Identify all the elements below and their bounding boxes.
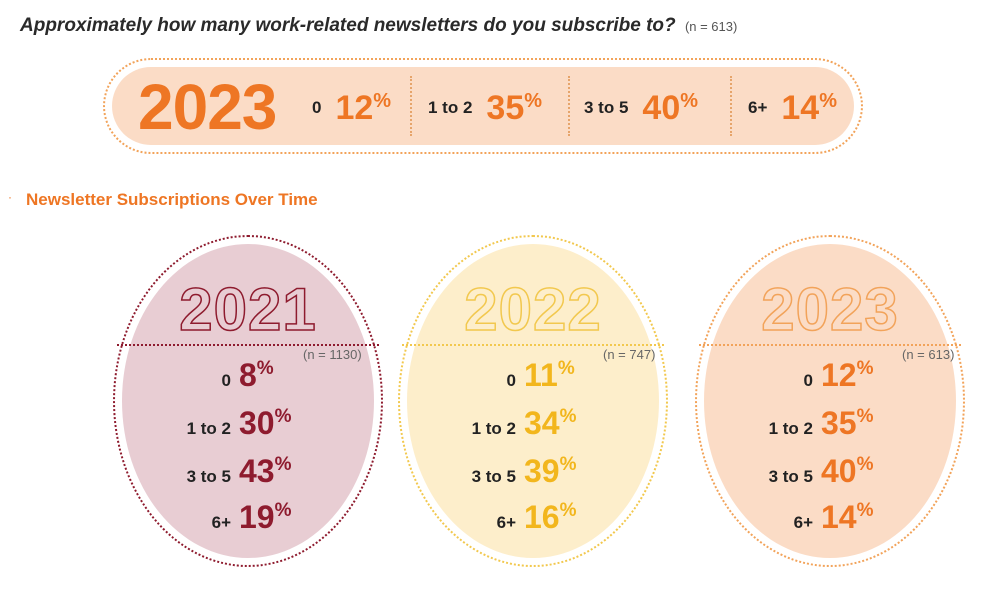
category-label: 6+ (211, 513, 231, 532)
category-label: 1 to 2 (186, 419, 231, 438)
oval-sample-size: (n = 613) (902, 347, 955, 362)
section-bullet: · (8, 190, 12, 204)
summary-divider (410, 76, 412, 136)
oval-row: 1 to 2 30% (115, 405, 381, 449)
summary-item-0: 0 12% (312, 88, 391, 128)
oval-year-label: 2022 (464, 275, 602, 344)
oval-row: 3 to 5 43% (115, 453, 381, 497)
category-label: 6+ (793, 513, 813, 532)
summary-divider (568, 76, 570, 136)
category-label: 0 (506, 371, 516, 390)
year-oval-2023: 2023 (n = 613) 0 12% 1 to 2 35% 3 to 5 40% 6+ 14% (695, 235, 965, 567)
oval-row: 0 8% (115, 357, 381, 401)
oval-row: 0 12% (697, 357, 963, 401)
oval-row: 6+ 14% (697, 499, 963, 543)
oval-row: 3 to 5 40% (697, 453, 963, 497)
oval-year-label: 2021 (179, 275, 317, 344)
oval-year-label: 2023 (761, 275, 899, 344)
oval-row: 1 to 2 34% (400, 405, 666, 449)
summary-year: 2023 (138, 71, 277, 143)
percentage-value: 34% (524, 405, 577, 441)
summary-item-2: 3 to 5 40% (584, 88, 698, 128)
summary-item-value: 12% (335, 88, 392, 127)
summary-item-value: 40% (642, 88, 699, 127)
question-heading: Approximately how many work-related news… (20, 15, 737, 37)
summary-item-label: 6+ (748, 98, 768, 117)
percentage-value: 16% (524, 499, 577, 535)
category-label: 1 to 2 (471, 419, 516, 438)
category-label: 3 to 5 (768, 467, 813, 486)
category-label: 6+ (496, 513, 516, 532)
summary-item-label: 0 (312, 98, 322, 117)
oval-row: 6+ 19% (115, 499, 381, 543)
category-label: 3 to 5 (471, 467, 516, 486)
summary-item-1: 1 to 2 35% (428, 88, 542, 128)
percentage-value: 30% (239, 405, 292, 441)
percentage-value: 39% (524, 453, 577, 489)
summary-item-value: 35% (486, 88, 543, 127)
category-label: 0 (803, 371, 813, 390)
percentage-value: 19% (239, 499, 292, 535)
category-label: 0 (221, 371, 231, 390)
category-label: 3 to 5 (186, 467, 231, 486)
summary-item-3: 6+ 14% (748, 88, 837, 128)
summary-divider (730, 76, 732, 136)
oval-row: 3 to 5 39% (400, 453, 666, 497)
percentage-value: 12% (821, 357, 874, 393)
summary-item-value: 14% (781, 88, 838, 127)
percentage-value: 40% (821, 453, 874, 489)
percentage-value: 8% (239, 357, 274, 393)
percentage-value: 14% (821, 499, 874, 535)
oval-row: 6+ 16% (400, 499, 666, 543)
category-label: 1 to 2 (768, 419, 813, 438)
percentage-value: 35% (821, 405, 874, 441)
question-sample-size: (n = 613) (684, 19, 738, 34)
oval-row: 0 11% (400, 357, 666, 401)
oval-sample-size: (n = 747) (603, 347, 656, 362)
percentage-value: 11% (524, 357, 575, 393)
summary-item-label: 3 to 5 (584, 98, 629, 117)
summary-item-label: 1 to 2 (428, 98, 473, 117)
oval-sample-size: (n = 1130) (303, 347, 362, 362)
year-oval-2022: 2022 (n = 747) 0 11% 1 to 2 34% 3 to 5 39% 6+ 16% (398, 235, 668, 567)
year-oval-2021: 2021 (n = 1130) 0 8% 1 to 2 30% 3 to 5 43% 6+ 19% (113, 235, 383, 567)
question-text: Approximately how many work-related news… (20, 15, 676, 36)
oval-row: 1 to 2 35% (697, 405, 963, 449)
percentage-value: 43% (239, 453, 292, 489)
section-title: Newsletter Subscriptions Over Time (26, 190, 318, 209)
